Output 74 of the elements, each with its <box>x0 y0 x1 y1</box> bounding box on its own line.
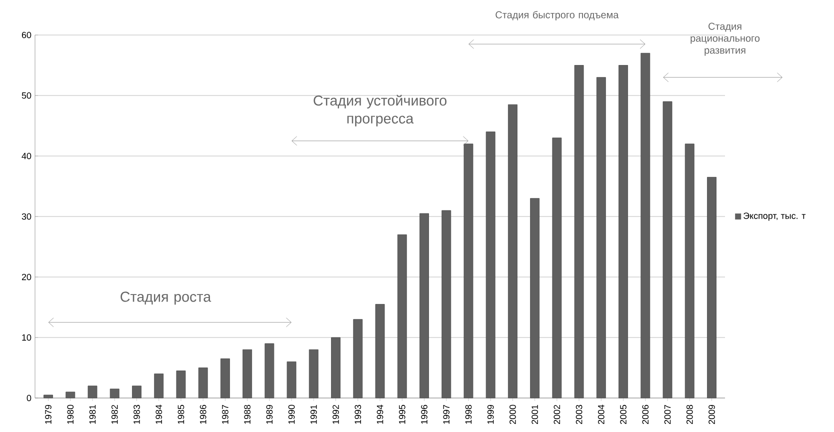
annotation: Стадия роста <box>120 292 212 305</box>
bar <box>242 349 252 398</box>
x-tick-label: 2003 <box>576 404 582 424</box>
text: Стадия быстрого подъема <box>496 10 619 20</box>
y-tick-label: 20 <box>22 274 32 280</box>
x-tick-label: 1993 <box>354 404 362 424</box>
y-tick-label: 50 <box>22 92 32 99</box>
bar <box>640 52 650 398</box>
x-tick-label: 1986 <box>200 404 206 424</box>
x-tick-label: 1991 <box>310 404 317 424</box>
bar <box>442 210 452 398</box>
bar <box>88 386 98 398</box>
x-tick-label: 2006 <box>642 404 649 424</box>
x-tick-label: 2001 <box>532 404 538 424</box>
bar <box>530 198 540 398</box>
x-tick-label: 2009 <box>708 404 715 424</box>
x-tick-label: 1992 <box>332 404 339 424</box>
x-tick-label: 1984 <box>156 404 162 424</box>
bar <box>110 388 120 398</box>
bar <box>397 234 407 398</box>
bar <box>662 101 672 398</box>
x-tick-label: 1981 <box>89 404 96 424</box>
x-tick-label: 1988 <box>244 404 250 424</box>
bar <box>618 65 628 398</box>
bar <box>176 370 186 398</box>
y-tick-label: 10 <box>22 334 32 341</box>
x-tick-label: 2008 <box>686 404 693 424</box>
x-tick-label: 1982 <box>111 404 118 424</box>
x-tick-label: 1999 <box>487 404 494 424</box>
bar <box>707 176 716 398</box>
x-tick-label: 2002 <box>554 404 560 424</box>
x-tick-label: 1989 <box>266 404 273 424</box>
bar <box>353 319 363 398</box>
x-tick-label: 1997 <box>443 404 450 424</box>
bar <box>486 132 496 398</box>
annotation: Стадия рационального развития <box>690 22 760 56</box>
bar <box>286 362 296 398</box>
bar <box>132 386 142 398</box>
x-tick-label: 2005 <box>620 404 626 424</box>
bar <box>264 343 274 398</box>
bar <box>464 144 474 398</box>
bar <box>44 394 53 398</box>
bar <box>552 138 562 398</box>
x-tick-label: 1996 <box>421 404 428 424</box>
y-tick-label: 0 <box>26 394 32 402</box>
annotation: Стадия устойчивого прогресса <box>314 94 446 126</box>
bar <box>684 144 694 398</box>
bar <box>220 358 230 398</box>
x-tick-label: 2007 <box>664 404 671 424</box>
x-tick-label: 1983 <box>134 404 140 424</box>
legend-label: Экспорт, тыс. т <box>744 212 806 221</box>
x-tick-label: 1980 <box>67 404 74 424</box>
x-tick-label: 1994 <box>376 404 384 424</box>
bar <box>574 65 584 398</box>
y-tick-label: 60 <box>22 32 32 38</box>
bar <box>596 77 606 398</box>
bar <box>508 104 518 398</box>
x-tick-label: 1985 <box>178 404 184 424</box>
x-tick-label: 1987 <box>222 404 228 424</box>
x-tick-label: 1998 <box>465 404 472 424</box>
x-tick-label: 1995 <box>398 404 406 424</box>
bar <box>375 304 385 398</box>
x-tick-label: 2000 <box>510 404 516 424</box>
y-tick-label: 40 <box>22 152 32 160</box>
bar <box>420 213 429 398</box>
bar <box>331 337 340 398</box>
x-tick-label: 1990 <box>288 404 295 424</box>
bar <box>308 349 318 398</box>
bar <box>66 392 76 398</box>
bar <box>198 368 208 398</box>
y-tick-label: 30 <box>22 213 32 220</box>
bar <box>154 374 164 398</box>
x-tick-label: 1979 <box>45 404 52 424</box>
x-tick-label: 2004 <box>598 404 604 424</box>
